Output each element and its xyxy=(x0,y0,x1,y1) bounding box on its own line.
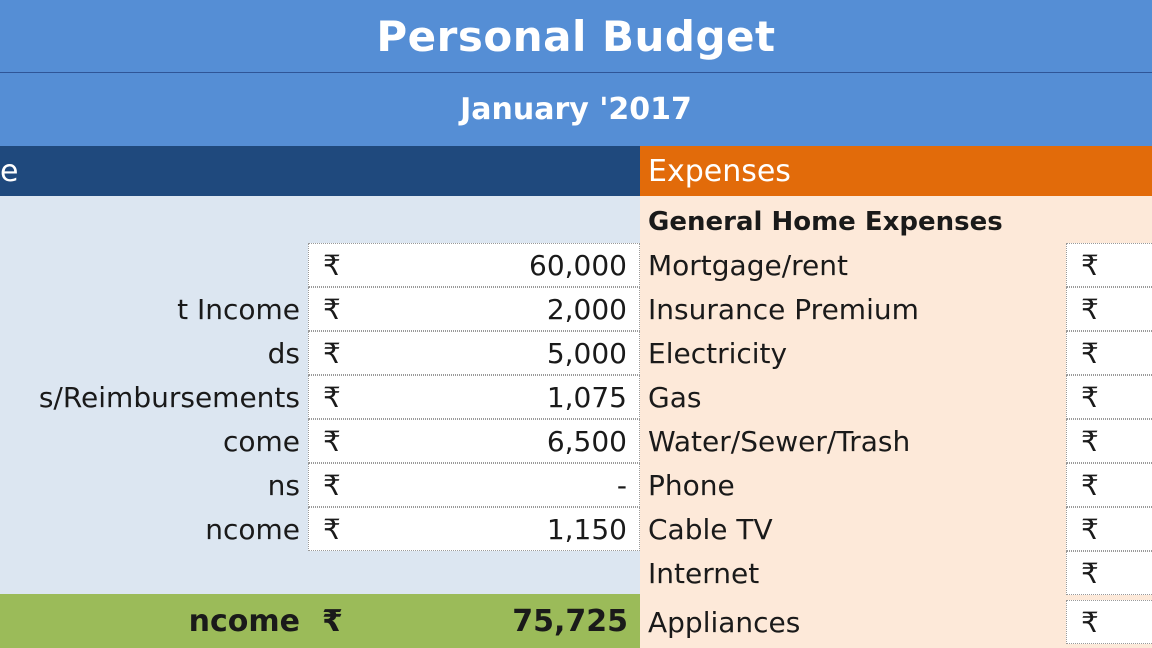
expense-row-label: Cable TV xyxy=(648,512,773,546)
currency-symbol: ₹ xyxy=(1081,468,1099,502)
currency-symbol: ₹ xyxy=(323,380,341,414)
currency-symbol: ₹ xyxy=(323,292,341,326)
expense-amount-cell[interactable]: ₹ xyxy=(1066,243,1152,287)
income-amount-cell[interactable]: ₹ 6,500 xyxy=(308,419,640,463)
total-income-row: ncome ₹ 75,725 xyxy=(0,594,640,648)
expense-row-label: Mortgage/rent xyxy=(648,248,848,282)
page-subtitle: January '2017 xyxy=(0,73,1152,146)
currency-symbol: ₹ xyxy=(323,424,341,458)
income-amount-cell[interactable]: ₹ - xyxy=(308,463,640,507)
income-amount: 1,150 xyxy=(546,512,627,546)
income-row-label xyxy=(0,243,300,287)
income-row-label: t Income xyxy=(177,292,300,326)
income-amount: 2,000 xyxy=(546,292,627,326)
income-row-label: come xyxy=(222,424,300,458)
expense-amount-cell[interactable]: ₹ xyxy=(1066,375,1152,419)
expense-amount-cell[interactable]: ₹ xyxy=(1066,331,1152,375)
total-income-amount[interactable]: 75,725 xyxy=(512,603,628,639)
expense-row-label: Internet xyxy=(648,556,760,590)
income-amount-cell[interactable]: ₹ 1,150 xyxy=(308,507,640,551)
expense-amount-cell[interactable]: ₹ xyxy=(1066,600,1152,644)
expense-amount-cell[interactable]: ₹ xyxy=(1066,419,1152,463)
income-header: e xyxy=(0,146,640,196)
income-header-label: e xyxy=(0,153,19,189)
expenses-header-label: Expenses xyxy=(648,153,791,189)
expense-row-label: Water/Sewer/Trash xyxy=(648,424,911,458)
currency-symbol: ₹ xyxy=(1081,336,1099,370)
expense-row-label: Phone xyxy=(648,468,735,502)
income-amount: 60,000 xyxy=(529,248,627,282)
expense-row-label: Appliances xyxy=(648,605,801,639)
income-amount: 5,000 xyxy=(546,336,627,370)
income-row-label: ns xyxy=(267,468,300,502)
page-title: Personal Budget xyxy=(0,0,1152,73)
income-amount: 1,075 xyxy=(546,380,627,414)
expenses-header: Expenses xyxy=(640,146,1152,196)
currency-symbol: ₹ xyxy=(1081,424,1099,458)
expense-row-label: Gas xyxy=(648,380,702,414)
expenses-subheading: General Home Expenses xyxy=(648,207,1003,237)
currency-symbol: ₹ xyxy=(1081,512,1099,546)
currency-symbol: ₹ xyxy=(323,248,341,282)
currency-symbol: ₹ xyxy=(1081,380,1099,414)
income-amount-cell[interactable]: ₹ 2,000 xyxy=(308,287,640,331)
currency-symbol: ₹ xyxy=(323,336,341,370)
income-row-label: ds xyxy=(267,336,300,370)
total-income-label: ncome xyxy=(188,603,300,639)
currency-symbol: ₹ xyxy=(323,512,341,546)
income-amount: - xyxy=(616,468,627,502)
income-amount-cell[interactable]: ₹ 1,075 xyxy=(308,375,640,419)
expense-amount-cell[interactable]: ₹ xyxy=(1066,551,1152,595)
income-amount-cell[interactable]: ₹ 60,000 xyxy=(308,243,640,287)
currency-symbol: ₹ xyxy=(323,468,341,502)
currency-symbol: ₹ xyxy=(1081,605,1099,639)
expense-amount-cell[interactable]: ₹ xyxy=(1066,463,1152,507)
currency-symbol: ₹ xyxy=(1081,556,1099,590)
income-amount: 6,500 xyxy=(546,424,627,458)
expense-row-label: Electricity xyxy=(648,336,788,370)
currency-symbol: ₹ xyxy=(1081,248,1099,282)
income-amount-cell[interactable]: ₹ 5,000 xyxy=(308,331,640,375)
currency-symbol: ₹ xyxy=(1081,292,1099,326)
income-row-label: ncome xyxy=(205,512,300,546)
expense-amount-cell[interactable]: ₹ xyxy=(1066,287,1152,331)
expense-amount-cell[interactable]: ₹ xyxy=(1066,507,1152,551)
expense-row-label: Insurance Premium xyxy=(648,292,919,326)
currency-symbol: ₹ xyxy=(322,603,343,639)
income-row-label: s/Reimbursements xyxy=(38,380,300,414)
